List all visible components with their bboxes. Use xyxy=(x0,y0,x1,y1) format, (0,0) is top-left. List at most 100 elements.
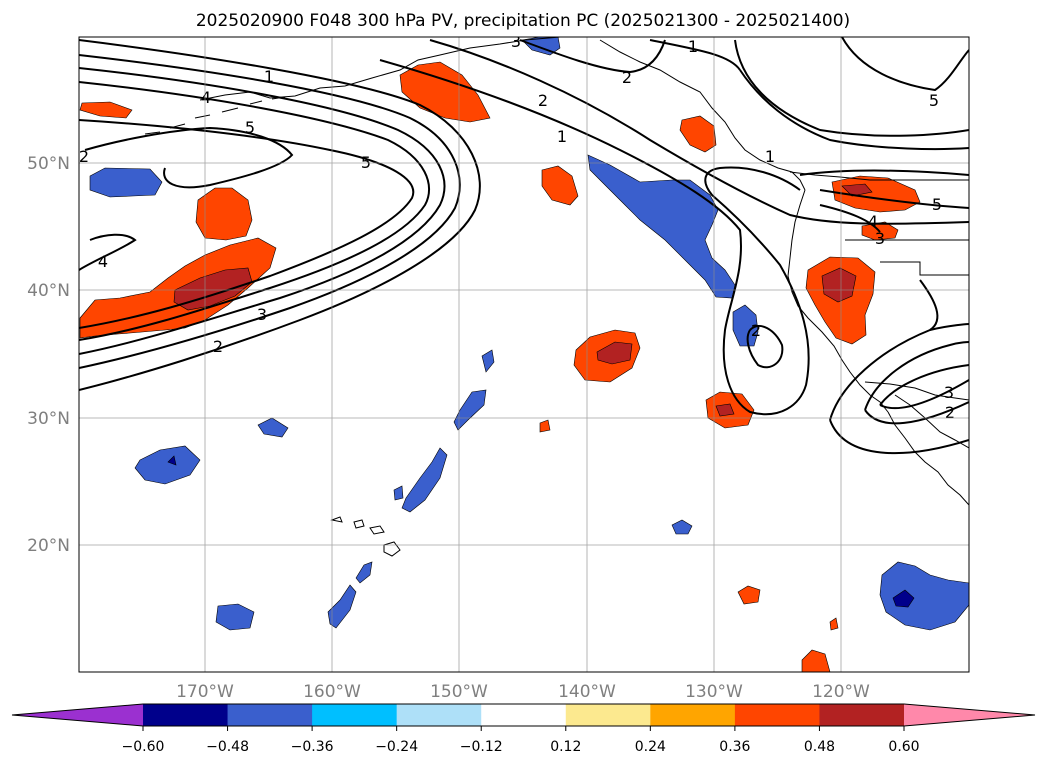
colorbar-segment xyxy=(227,704,313,726)
pos-patch-strong xyxy=(715,403,735,417)
mexico-coast xyxy=(894,394,969,449)
colorbar-tick-label: −0.48 xyxy=(206,739,249,755)
neg-patch xyxy=(134,445,201,485)
pv-label: 2 xyxy=(945,403,955,422)
neg-patch xyxy=(393,485,404,501)
neg-patch xyxy=(481,349,495,373)
pv-contour-ridge-3 xyxy=(841,37,969,92)
colorbar-ticks: −0.60 −0.48 −0.36 −0.24 −0.12 0.12 0.24 0.36 0.4… xyxy=(122,726,920,755)
neg-patch-strong xyxy=(892,589,915,608)
pv-contour-labels: 1 2 3 4 5 1 2 3 4 5 1 2 1 2 5 5 4 3 2 3 xyxy=(79,32,955,422)
lon-label: 140°W xyxy=(558,682,616,702)
map-panel: 1 2 3 4 5 1 2 3 4 5 1 2 1 2 5 5 4 3 2 3 xyxy=(78,32,970,673)
pv-contour-mex-2b xyxy=(864,401,969,425)
us-west-coast xyxy=(787,189,889,413)
lat-label: 40°N xyxy=(27,281,70,301)
us-border xyxy=(845,239,969,276)
pv-contour-ridge-2 xyxy=(734,39,969,137)
pv-label: 1 xyxy=(765,147,775,166)
pv-label: 4 xyxy=(98,252,108,271)
pv-label: 2 xyxy=(622,68,632,87)
pv-contour-2c xyxy=(746,325,784,369)
neg-patch xyxy=(355,561,373,584)
pv-label: 1 xyxy=(688,37,698,56)
pv-label: 3 xyxy=(257,305,267,324)
pos-patch-strong xyxy=(173,267,253,311)
colorbar-tick-label: −0.12 xyxy=(460,739,503,755)
pv-label: 3 xyxy=(944,383,954,402)
pos-patch xyxy=(195,187,253,241)
colorbar-extend-right xyxy=(904,704,1035,726)
gridlines xyxy=(79,37,969,672)
pv-label: 4 xyxy=(868,212,878,231)
pv-contour-mex-1b xyxy=(829,419,969,455)
colorbar-segment xyxy=(819,704,905,726)
aleutian-islands xyxy=(144,96,286,135)
colorbar-tick-label: −0.24 xyxy=(375,739,418,755)
pos-patch xyxy=(829,617,839,631)
neg-patch xyxy=(215,603,255,631)
pv-contour-2 xyxy=(79,54,461,369)
colorbar-segment xyxy=(650,704,736,726)
pv-contour-2b xyxy=(429,39,969,225)
colorbar-segment xyxy=(565,704,651,726)
lon-label: 150°W xyxy=(430,682,488,702)
pos-patch xyxy=(737,585,761,605)
pv-label: 1 xyxy=(264,67,274,86)
pv-label: 2 xyxy=(751,321,761,340)
pv-label: 5 xyxy=(245,118,255,137)
pv-contour-5b xyxy=(84,126,294,189)
neg-patch xyxy=(879,561,969,631)
pos-patch-strong xyxy=(821,267,857,303)
hawaii xyxy=(330,516,401,557)
pv-contour-1 xyxy=(79,39,481,391)
pos-patch xyxy=(679,115,717,153)
map-frame xyxy=(78,36,970,673)
pos-patch xyxy=(539,419,551,433)
colorbar: −0.60 −0.48 −0.36 −0.24 −0.12 0.12 0.24 0.36 0.4… xyxy=(11,703,1036,755)
pv-label: 4 xyxy=(201,88,211,107)
colorbar-segment xyxy=(396,704,482,726)
pos-patch xyxy=(79,237,277,339)
lon-label: 170°W xyxy=(176,682,234,702)
neg-patch xyxy=(89,167,163,198)
pv-contour-1b xyxy=(379,59,810,416)
pv-contour-5c xyxy=(799,169,969,176)
pv-contour-mex-1 xyxy=(829,323,969,421)
colorbar-tick-label: 0.60 xyxy=(888,739,919,755)
baja-coast xyxy=(887,411,969,506)
pv-label: 2 xyxy=(538,91,548,110)
bc-coast xyxy=(599,39,806,191)
neg-patch xyxy=(453,389,487,431)
neg-patch xyxy=(257,417,289,438)
longitude-labels: 170°W 160°W 150°W 140°W 130°W 120°W xyxy=(176,682,870,702)
pv-label: 3 xyxy=(875,229,885,248)
neg-patch xyxy=(327,584,357,629)
colorbar-tick-label: 0.12 xyxy=(550,739,581,755)
mexico-border xyxy=(864,381,969,401)
pv-contour-5d xyxy=(819,189,969,209)
lon-label: 130°W xyxy=(685,682,743,702)
colorbar-segment xyxy=(312,704,398,726)
pv-contour-mex-2 xyxy=(864,341,969,411)
colorbar-segment xyxy=(734,704,820,726)
figure-title: 2025020900 F048 300 hPa PV, precipitatio… xyxy=(196,11,850,31)
neg-patch xyxy=(401,447,448,513)
pv-contour-1c xyxy=(649,39,741,71)
colorbar-tick-label: 0.48 xyxy=(804,739,835,755)
colorbar-tick-label: −0.60 xyxy=(122,739,165,755)
colorbar-tick-label: 0.36 xyxy=(719,739,750,755)
map-background xyxy=(79,37,969,672)
lon-label: 160°W xyxy=(303,682,361,702)
pv-label: 3 xyxy=(511,32,521,51)
pv-label: 5 xyxy=(929,91,939,110)
pos-patch xyxy=(801,649,831,672)
pv-contour-4 xyxy=(79,81,430,341)
canada-interior xyxy=(789,171,969,181)
coastlines xyxy=(144,37,969,557)
pv-contour-3 xyxy=(79,67,446,355)
pv-label: 1 xyxy=(557,127,567,146)
negative-precip-patches xyxy=(89,37,969,631)
neg-patch-strong xyxy=(167,455,177,466)
latitude-labels: 20°N 30°N 40°N 50°N xyxy=(27,154,70,556)
